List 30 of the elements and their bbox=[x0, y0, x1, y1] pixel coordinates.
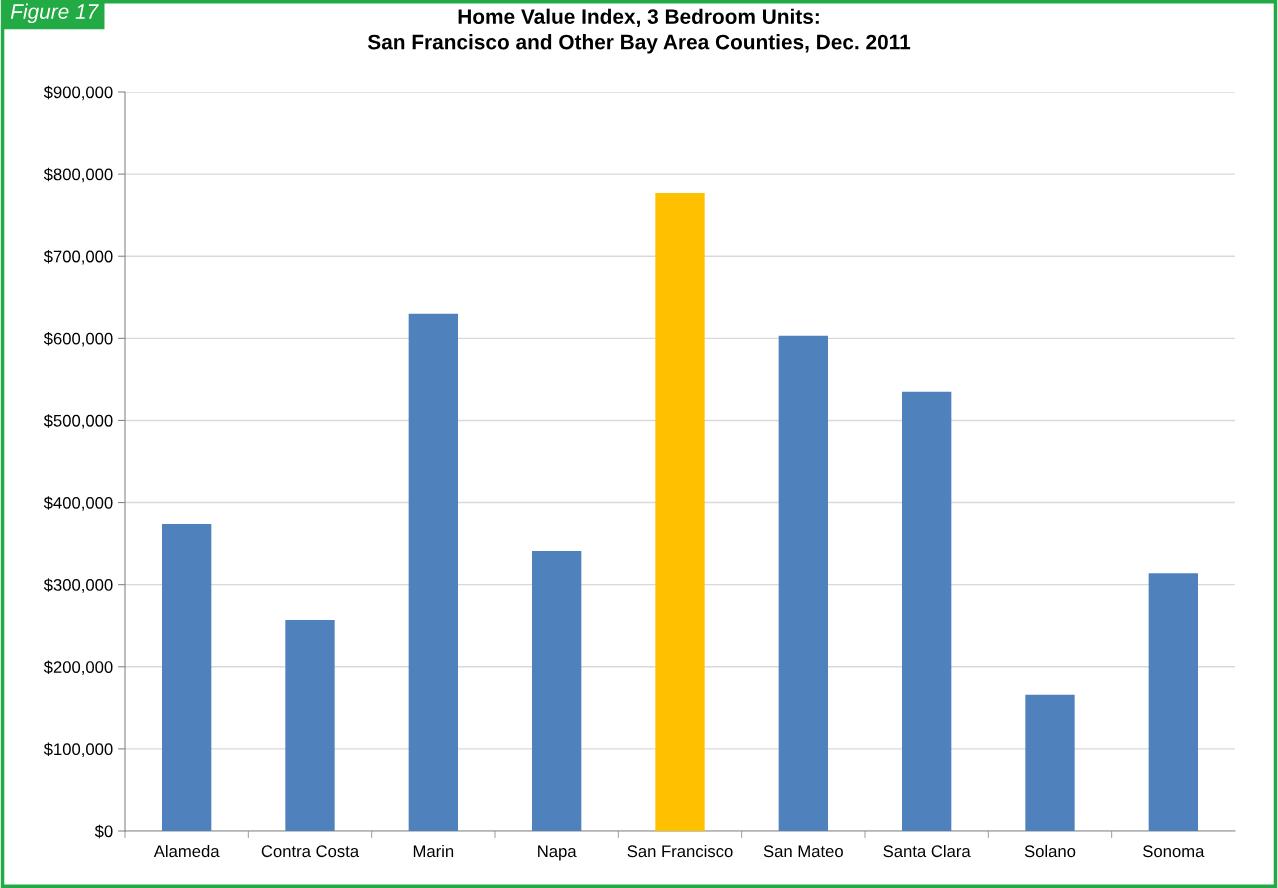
y-tick-label: $200,000 bbox=[43, 660, 113, 675]
y-tick-label: $0 bbox=[94, 824, 113, 839]
y-tick-label: $300,000 bbox=[43, 578, 113, 593]
caption: Figure 17 bbox=[10, 3, 99, 24]
x-tick-label: Alameda bbox=[153, 844, 220, 858]
x-tick-label: Marin bbox=[413, 844, 454, 858]
y-tick-label: $600,000 bbox=[43, 332, 113, 347]
chart-title: Home Value Index, 3 Bedroom Units: San Francisco and Other Bay Area Counties, Dec. 2011 bbox=[367, 8, 911, 54]
bar bbox=[285, 619, 335, 831]
y-tick-label: $800,000 bbox=[43, 167, 113, 183]
bar bbox=[532, 551, 582, 831]
x-tick-label: Santa Clara bbox=[883, 844, 971, 858]
y-tick-label: $500,000 bbox=[43, 414, 113, 429]
bar bbox=[1148, 573, 1198, 831]
bar bbox=[778, 335, 828, 831]
bar bbox=[162, 523, 212, 831]
x-tick-label: San Mateo bbox=[763, 845, 843, 858]
bar bbox=[655, 193, 705, 831]
x-tick-label: Solano bbox=[1024, 844, 1076, 858]
x-tick-label: Sonoma bbox=[1143, 845, 1205, 858]
y-tick-label: $700,000 bbox=[43, 249, 113, 265]
x-tick-label: Napa bbox=[538, 845, 577, 861]
x-tick-label: Contra Costa bbox=[261, 845, 360, 858]
y-tick-label: $100,000 bbox=[43, 742, 113, 758]
bar bbox=[1025, 694, 1075, 831]
bar bbox=[408, 313, 458, 831]
y-tick-label: $900,000 bbox=[43, 85, 113, 101]
bar bbox=[902, 391, 952, 831]
y-tick-label: $400,000 bbox=[43, 496, 113, 511]
x-tick-label: San Francisco bbox=[627, 844, 733, 858]
